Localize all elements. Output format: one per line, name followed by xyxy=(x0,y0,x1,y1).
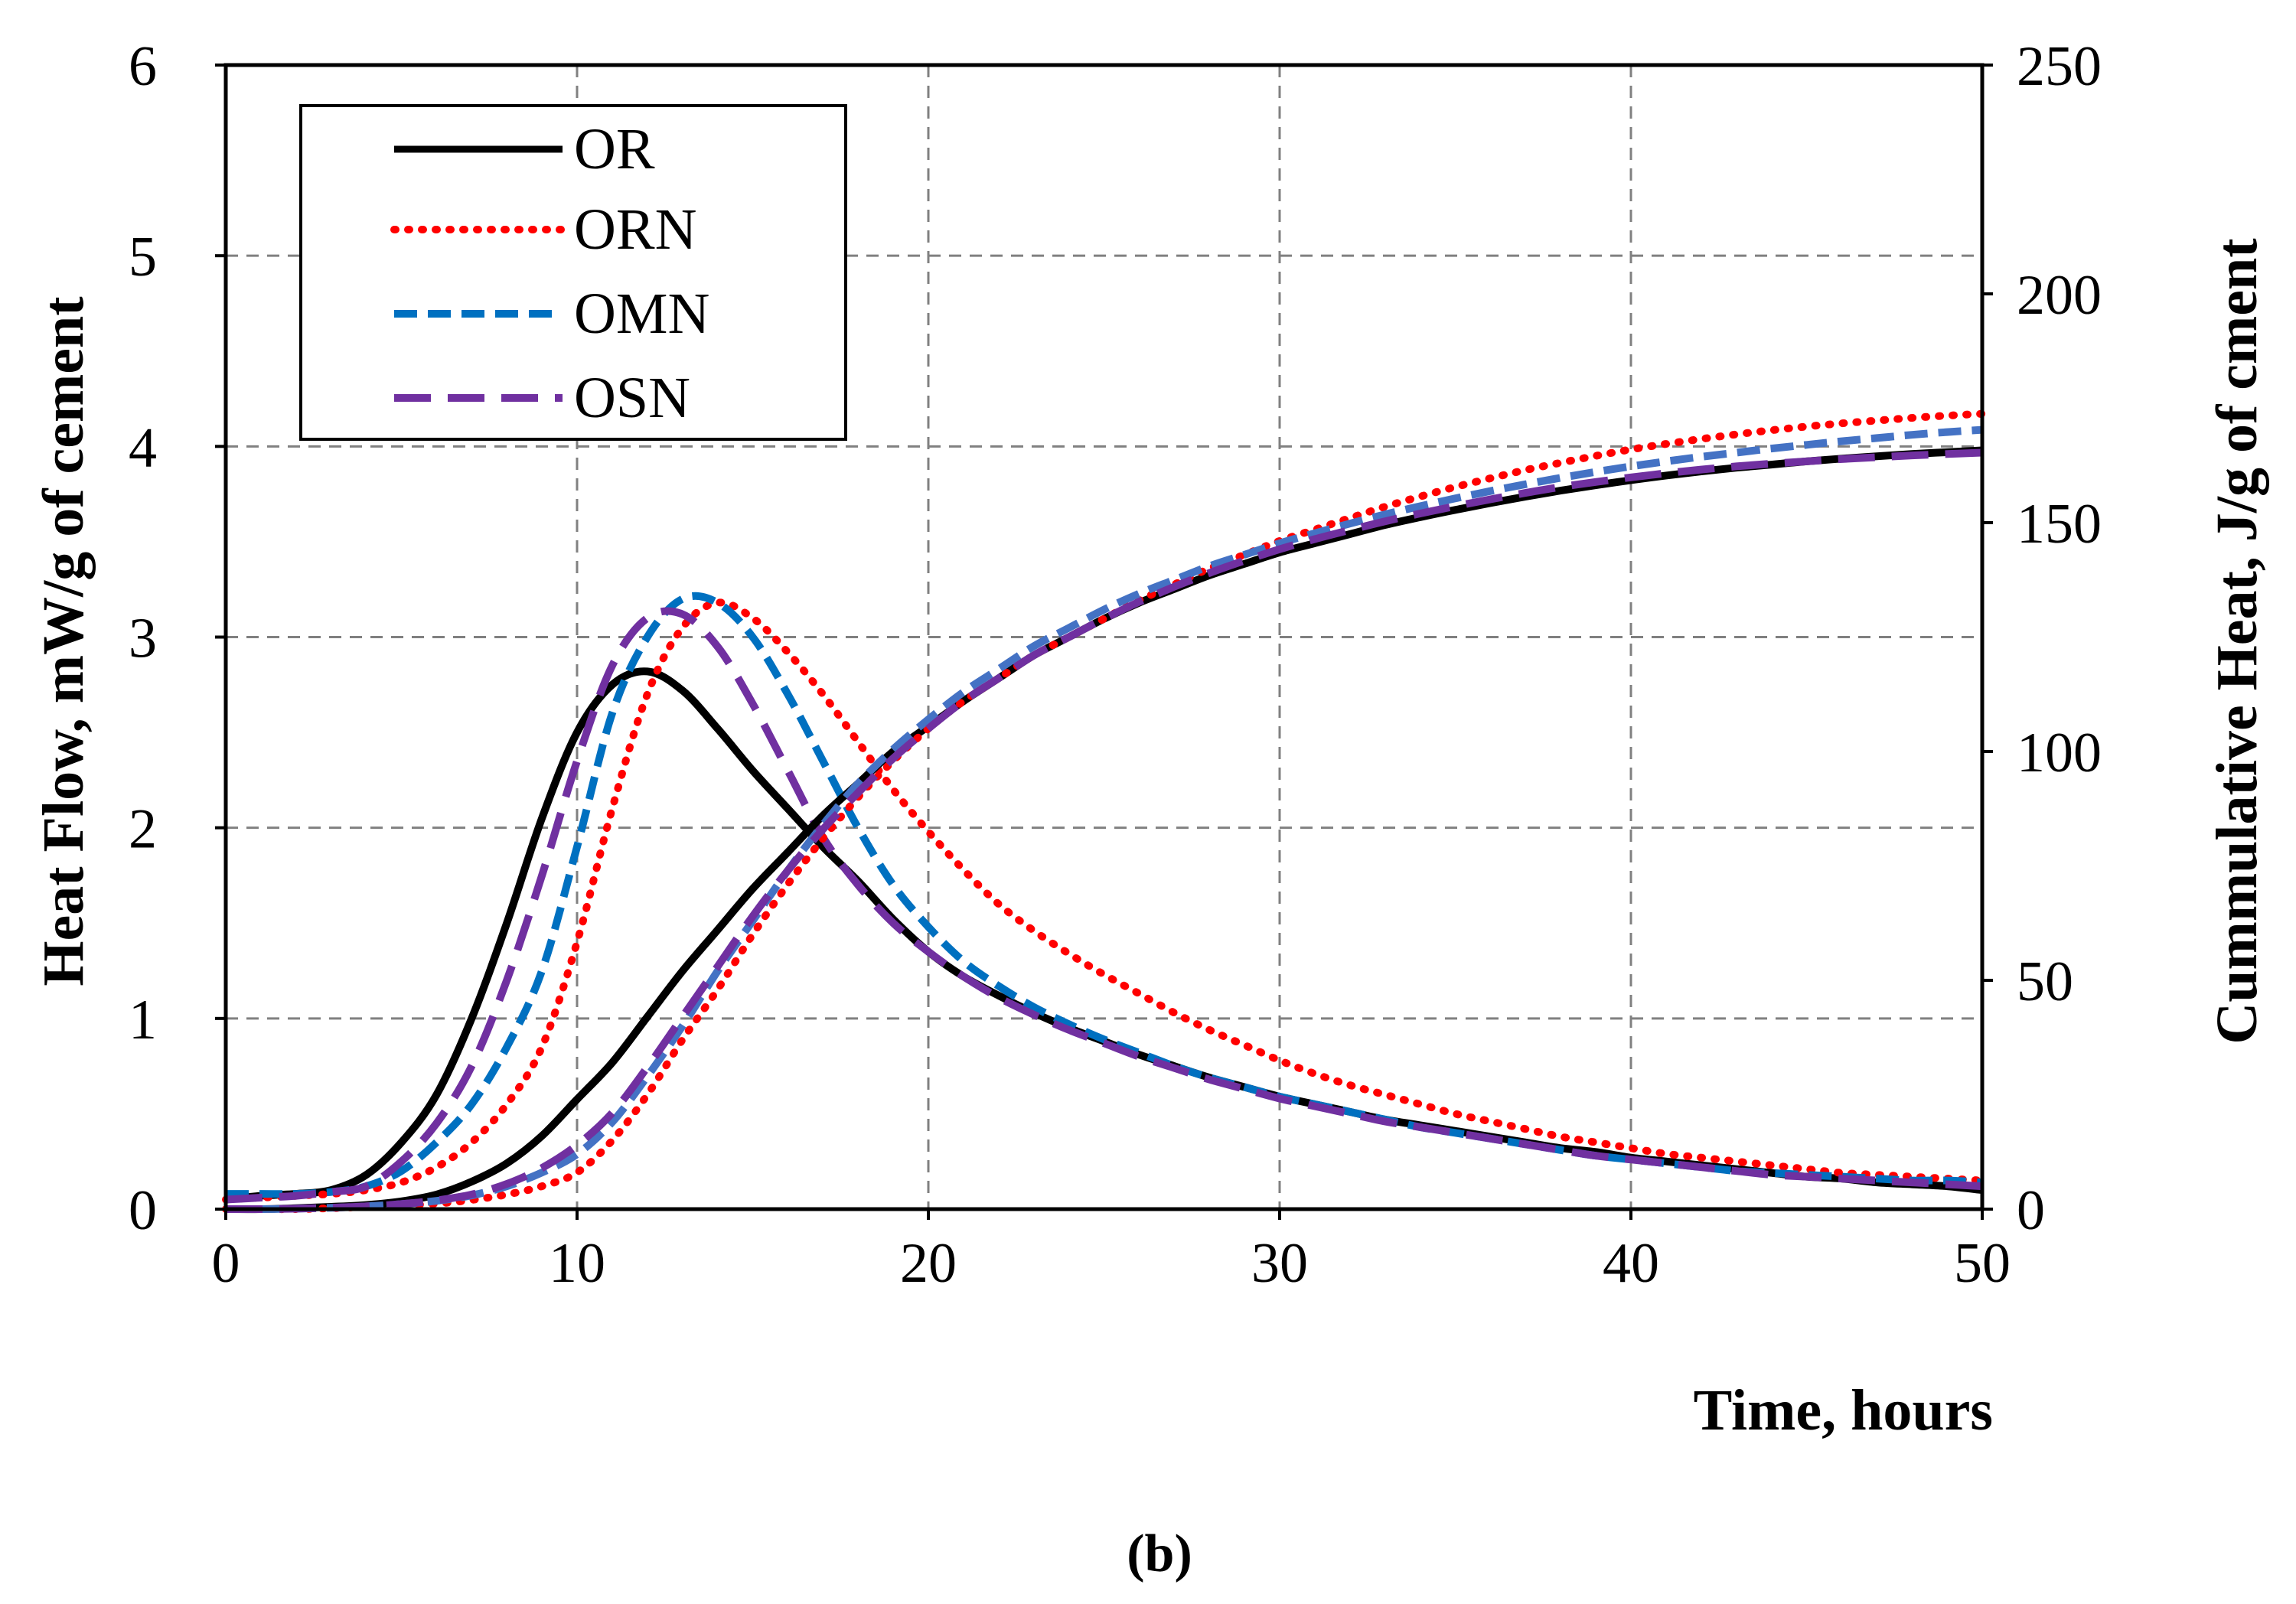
y-right-tick-label: 100 xyxy=(2017,722,2102,784)
legend: OR ORN OMN OSN xyxy=(299,104,847,441)
x-tick-label: 10 xyxy=(549,1232,605,1295)
x-tick-label: 40 xyxy=(1603,1232,1659,1295)
y-right-tick-label: 50 xyxy=(2017,950,2073,1013)
y-left-tick-label: 1 xyxy=(129,989,157,1051)
y-right-tick-label: 0 xyxy=(2017,1179,2045,1242)
legend-box xyxy=(299,104,847,441)
y-left-tick-label: 3 xyxy=(129,608,157,670)
series-line-orn-heat-flow xyxy=(222,598,1986,1204)
series-line-omn-heat-flow xyxy=(226,592,1983,1198)
legend-label-osn: OSN xyxy=(574,366,690,430)
y-left-tick-label: 2 xyxy=(129,798,157,861)
series-line-omn-cumulative xyxy=(225,425,1983,1214)
y-left-axis-title: Heat Flow, mW/g of cement xyxy=(31,296,96,986)
legend-label-or: OR xyxy=(574,117,655,181)
series-layer xyxy=(222,409,1986,1214)
y-left-tick-label: 4 xyxy=(129,416,157,479)
y-left-tick-label: 6 xyxy=(129,35,157,98)
x-tick-label: 0 xyxy=(212,1232,240,1295)
panel-label: (b) xyxy=(1127,1524,1192,1583)
y-left-tick-label: 5 xyxy=(129,226,157,289)
x-tick-label: 50 xyxy=(1954,1232,2011,1295)
y-right-tick-label: 150 xyxy=(2017,493,2102,556)
y-right-tick-label: 200 xyxy=(2017,264,2102,327)
series-line-osn-cumulative xyxy=(225,448,1983,1214)
x-tick-label: 20 xyxy=(900,1232,957,1295)
x-axis-title: Time, hours xyxy=(1694,1378,1993,1443)
legend-label-orn: ORN xyxy=(574,197,696,262)
legend-label-omn: OMN xyxy=(574,282,709,346)
y-right-axis-title: Cummulative Heat, J/g of cment xyxy=(2205,238,2269,1044)
x-tick-label: 30 xyxy=(1251,1232,1308,1295)
y-right-tick-label: 250 xyxy=(2017,35,2102,98)
series-line-osn-heat-flow xyxy=(225,607,1983,1204)
y-left-tick-label: 0 xyxy=(129,1179,157,1242)
